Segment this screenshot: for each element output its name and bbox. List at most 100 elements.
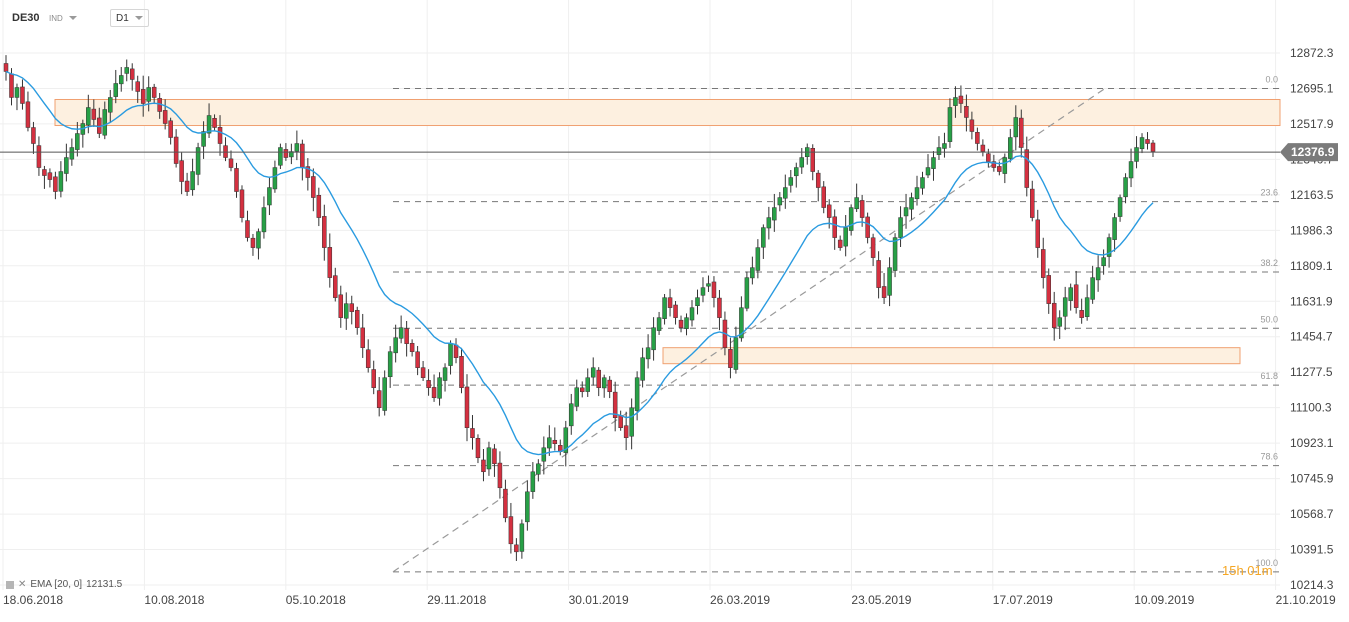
candle-body (1030, 188, 1035, 218)
candle (629, 398, 634, 450)
candle (656, 311, 662, 335)
candle (931, 151, 936, 181)
candle-body (607, 379, 612, 392)
candle-body (684, 317, 689, 329)
close-icon[interactable]: ✕ (18, 579, 27, 590)
candle-body (190, 171, 195, 191)
candle (1145, 132, 1150, 150)
candle-body (574, 387, 580, 407)
candle-body (640, 357, 645, 381)
candle (267, 176, 272, 216)
candle-body (1057, 317, 1062, 327)
candle (1073, 270, 1079, 314)
candle (475, 434, 481, 464)
candle (689, 300, 695, 327)
timeframe-select[interactable]: D1 (110, 9, 149, 27)
candle-body (14, 87, 20, 98)
candle-body (47, 172, 53, 180)
candle-body (365, 349, 371, 368)
candle (212, 114, 217, 131)
candle-body (179, 160, 184, 182)
date-tick-label: 05.10.2018 (286, 593, 346, 607)
candle (344, 292, 349, 330)
symbol-name[interactable]: DE30 (12, 12, 40, 24)
candle-body (234, 168, 239, 192)
trendline (392, 87, 1106, 573)
candle-body (563, 427, 569, 453)
candle-body (1090, 277, 1095, 300)
candle (415, 346, 420, 376)
candle (667, 288, 673, 317)
candle (206, 103, 212, 139)
candle (1062, 286, 1068, 331)
candle (31, 121, 36, 154)
candle-body (777, 197, 783, 206)
candle (349, 295, 354, 325)
candle-body (1123, 177, 1128, 198)
candle (579, 381, 585, 398)
candle (914, 175, 920, 206)
symbol-type[interactable]: IND (49, 9, 77, 27)
candle (854, 183, 859, 212)
candle (75, 122, 80, 157)
price-tick-label: 10745.9 (1290, 472, 1334, 486)
candle-body (53, 176, 58, 192)
candle (761, 224, 766, 259)
candle (1079, 298, 1084, 324)
candle-body (272, 167, 278, 190)
candle (338, 285, 344, 328)
candle-body (470, 428, 475, 438)
candle (239, 185, 245, 223)
candle (1019, 109, 1024, 158)
indicator-settings-icon[interactable] (6, 580, 14, 589)
candle (744, 271, 750, 312)
candle-body (903, 207, 909, 217)
candle (371, 360, 376, 395)
candle (146, 76, 151, 112)
candle-body (464, 386, 470, 428)
candle-body (1128, 161, 1134, 179)
candle (607, 376, 612, 399)
candle (569, 393, 574, 435)
candle (365, 339, 371, 373)
candle (783, 174, 788, 209)
candle (124, 59, 129, 82)
candle (717, 289, 722, 331)
candle-body (223, 145, 228, 158)
candle-body (344, 303, 349, 319)
candle-body (212, 118, 217, 128)
candle-body (865, 216, 870, 238)
candle-body (821, 186, 826, 208)
candle (601, 374, 607, 398)
candle-body (31, 127, 36, 144)
candle (887, 257, 892, 307)
candle (585, 368, 590, 397)
candle-body (837, 239, 843, 248)
candle-body (662, 297, 667, 319)
current-price-badge (1280, 143, 1338, 162)
candle (118, 67, 124, 92)
candle (322, 204, 327, 261)
candle (404, 321, 409, 357)
price-tick-label: 11809.1 (1290, 259, 1333, 273)
candle-body (305, 166, 311, 178)
candle-body (9, 73, 14, 98)
candle-body (195, 147, 201, 175)
candle (1068, 283, 1073, 311)
candle-body (925, 167, 931, 176)
candle (837, 235, 843, 251)
fibonacci-levels: 0.0 23.6 38.2 50.0 61.8 78.6 100.0 (393, 74, 1280, 573)
candle (201, 121, 206, 159)
candle (898, 206, 903, 247)
candle-body (832, 216, 837, 238)
candle (3, 55, 9, 81)
candle (409, 339, 415, 357)
candle (1139, 133, 1145, 154)
candle (1128, 148, 1134, 188)
candle-body (645, 347, 651, 360)
candle (14, 83, 20, 111)
candle (305, 158, 311, 191)
candle-body (442, 367, 448, 381)
